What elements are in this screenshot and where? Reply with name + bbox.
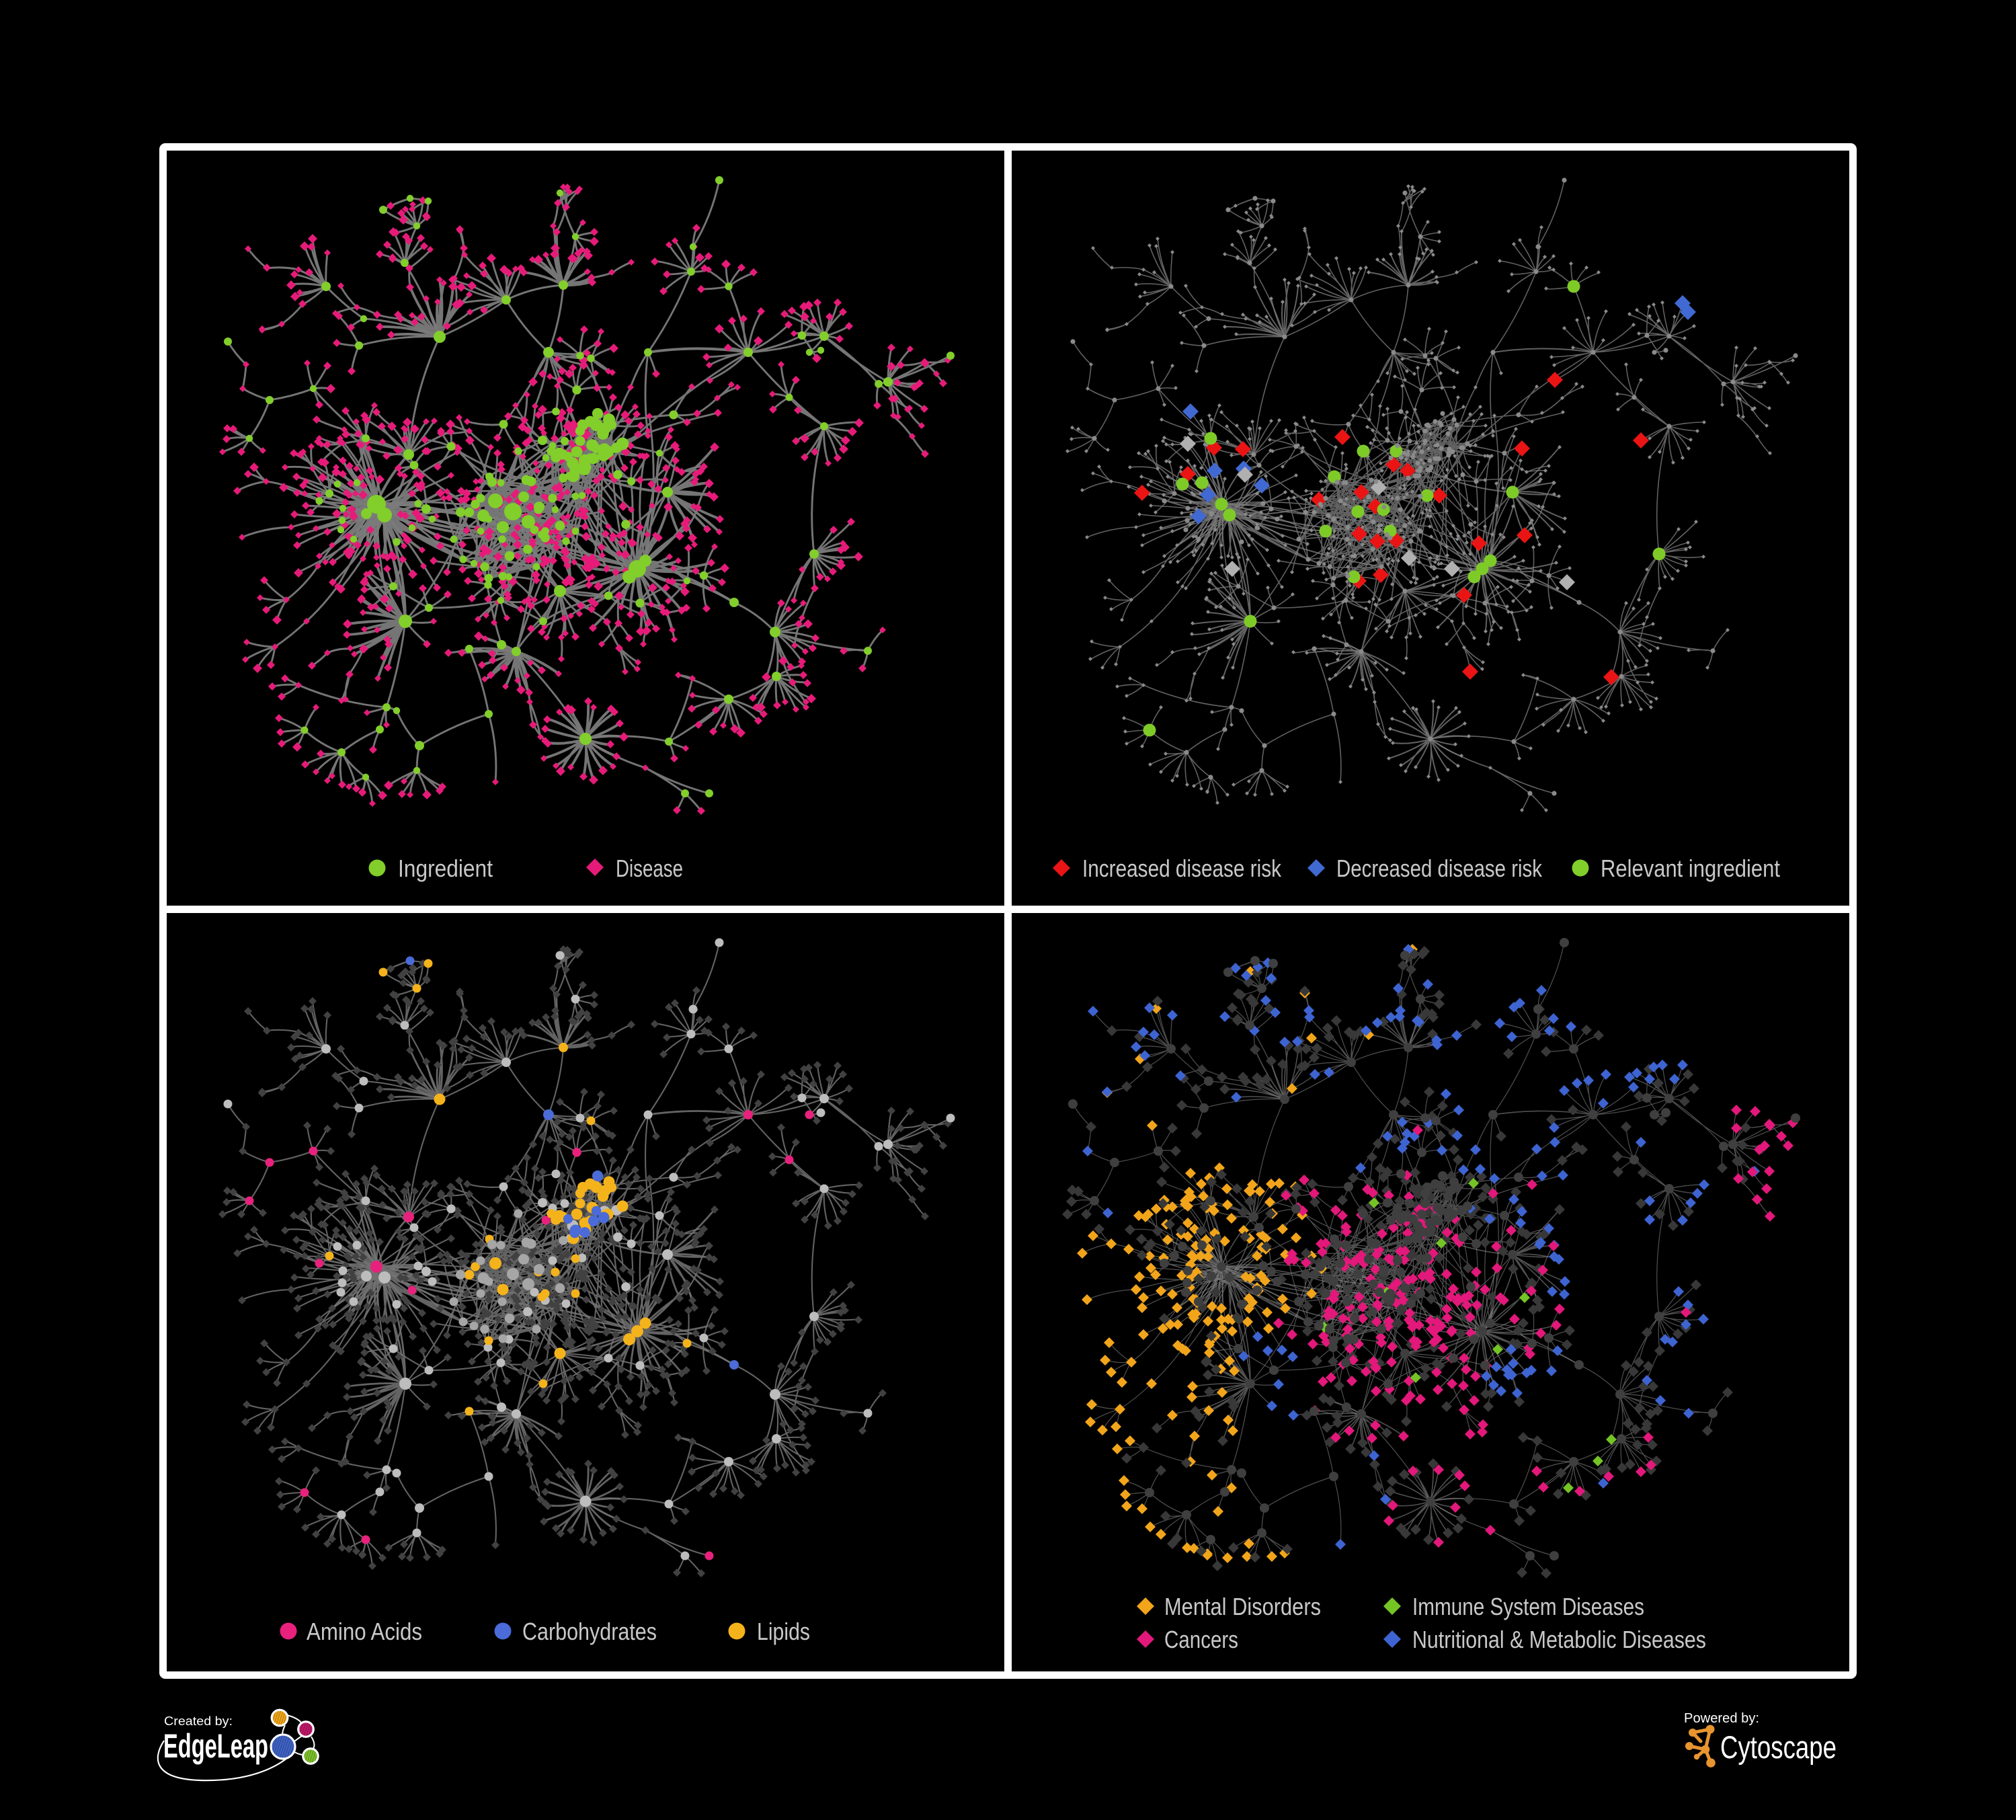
svg-text:Immune System Diseases: Immune System Diseases xyxy=(1412,1593,1644,1620)
svg-text:Lipids: Lipids xyxy=(757,1618,810,1645)
svg-text:Increased disease risk: Increased disease risk xyxy=(1082,855,1282,882)
svg-text:Mental Disorders: Mental Disorders xyxy=(1164,1593,1321,1620)
svg-text:Relevant ingredient: Relevant ingredient xyxy=(1601,855,1780,882)
svg-text:Powered by:: Powered by: xyxy=(1684,1711,1759,1726)
svg-text:Disease: Disease xyxy=(616,855,683,882)
svg-text:Carbohydrates: Carbohydrates xyxy=(522,1618,657,1645)
svg-text:Nutritional & Metabolic Diseas: Nutritional & Metabolic Diseases xyxy=(1412,1626,1706,1653)
svg-text:Amino Acids: Amino Acids xyxy=(307,1618,422,1645)
svg-text:Cancers: Cancers xyxy=(1164,1626,1238,1653)
svg-text:Cytoscape: Cytoscape xyxy=(1720,1729,1837,1765)
svg-text:Created by:: Created by: xyxy=(164,1714,233,1728)
svg-text:EdgeLeap: EdgeLeap xyxy=(163,1727,268,1765)
svg-text:Decreased disease risk: Decreased disease risk xyxy=(1336,855,1543,882)
svg-text:Ingredient: Ingredient xyxy=(398,855,493,882)
